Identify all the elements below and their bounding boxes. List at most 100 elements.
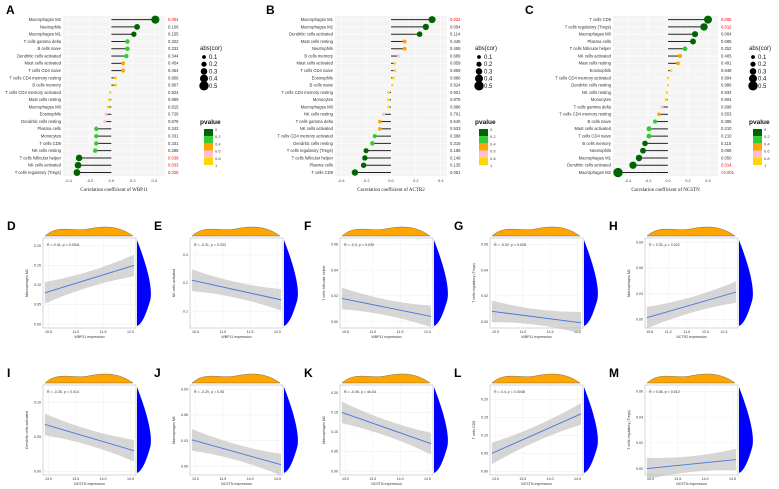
lollipop-dot <box>381 112 386 116</box>
panel-label: C <box>525 3 534 17</box>
lollipop-dot <box>74 161 82 169</box>
p-value: 0.806 <box>168 75 179 80</box>
p-value: 0.368 <box>450 134 461 139</box>
color-legend-label: 0.8 <box>490 156 496 161</box>
p-value: 0.924 <box>450 83 461 88</box>
x-axis-title: NCSTN expression <box>74 482 105 486</box>
p-value: 0.454 <box>168 61 179 66</box>
cell-type-label: Mast cells resting <box>579 61 612 66</box>
lollipop-dot <box>690 38 696 45</box>
p-value: 0.405 <box>721 53 732 58</box>
lollipop-dot <box>134 24 140 30</box>
lollipop-dot <box>387 105 390 109</box>
cell-type-label: Monocytes <box>41 134 61 139</box>
right-density-curve <box>137 387 151 473</box>
y-axis-title: Macrophages M1 <box>172 416 176 444</box>
lollipop-dot <box>664 98 668 102</box>
x-tick-label: 11.0 <box>519 330 526 334</box>
x-tick-label: 0.0 <box>388 178 394 183</box>
lollipop-dot <box>387 98 390 102</box>
size-legend-dot <box>749 74 757 83</box>
x-axis-title: WBP11 expression <box>371 335 401 339</box>
lollipop-dot <box>131 31 137 37</box>
right-density-curve <box>434 387 448 473</box>
lollipop-dot <box>666 83 670 87</box>
x-tick-label: 11.0 <box>219 330 226 334</box>
size-legend-dot <box>750 61 756 67</box>
p-value: 0.886 <box>450 104 461 109</box>
cell-type-label: Macrophages M2 <box>301 24 334 29</box>
correlation-stat: R = -0.32, p = 0.028 <box>494 243 526 247</box>
right-density-curve <box>584 387 598 473</box>
right-density-curve <box>284 387 298 473</box>
y-tick-label: 0.05 <box>34 303 41 307</box>
color-legend-swatch <box>479 143 488 151</box>
x-tick-label: 14.0 <box>247 477 254 481</box>
panel-label: D <box>7 219 16 233</box>
lollipop-dot <box>682 46 688 52</box>
cell-type-label: Macrophages M1 <box>301 17 334 22</box>
lollipop-dot <box>125 46 130 52</box>
right-density-curve <box>739 240 753 326</box>
size-legend-label: 0.1 <box>758 55 767 61</box>
cell-type-label: T cells CD4 naive <box>300 68 333 73</box>
x-axis-title: NCSTN expression <box>676 482 707 486</box>
right-density-curve <box>434 240 448 326</box>
color-legend-label: 1 <box>215 163 218 168</box>
color-legend-label: 1 <box>490 163 493 168</box>
lollipop-dot <box>363 148 369 154</box>
scatter-panel-D: D 10.5 11.0 11.5 12.0 0.00 0.05 0.10 0.15 0.20 R =… <box>7 219 151 339</box>
x-tick-label: 14.0 <box>547 477 554 481</box>
scatter-panel-K: K 13.0 13.5 14.0 14.5 0.00 0.05 0.10 0.15 0.20 R =… <box>304 366 448 486</box>
panel-label: K <box>304 366 313 380</box>
x-axis-title: ACTR2 expression <box>676 335 706 339</box>
size-legend-label: 0.3 <box>484 69 493 75</box>
y-tick-label: 0.06 <box>636 390 643 394</box>
x-tick-label: 13.0 <box>342 477 349 481</box>
lollipop-dot <box>640 147 646 154</box>
lollipop-dot <box>646 126 652 132</box>
x-tick-label: 13.0 <box>492 477 499 481</box>
color-legend-swatch <box>753 143 762 151</box>
cell-type-label: Macrophages M0 <box>579 32 612 37</box>
cell-type-label: Mast cells resting <box>301 39 334 44</box>
p-value: 0.889 <box>168 97 179 102</box>
cell-type-label: Dendritic cells activated <box>289 32 334 37</box>
y-axis-title: NK cells activated <box>172 269 176 298</box>
x-tick-label: 11.5 <box>547 330 554 334</box>
regression-line <box>191 439 282 466</box>
p-value: 0.343 <box>168 126 179 131</box>
x-tick-label: 14.5 <box>424 477 431 481</box>
panel-label: A <box>6 3 15 17</box>
cell-type-label: Mast cells activated <box>296 61 333 66</box>
p-value: 0.994 <box>721 75 732 80</box>
y-tick-label: 0.02 <box>636 441 643 445</box>
p-value: 0.859 <box>450 68 461 73</box>
panel-label: F <box>304 219 311 233</box>
correlation-stat: R = -0.31, p = 0.033 <box>194 243 226 247</box>
y-tick-label: 0.10 <box>331 430 338 434</box>
cell-type-label: Dendritic cells activated <box>567 163 612 168</box>
p-value: 0.331 <box>168 134 179 139</box>
scatter-panel-G: G10.511.011.512.00.000.020.040.06R = -0.… <box>454 219 598 339</box>
y-tick-label: 0.00 <box>34 322 41 326</box>
correlation-stat: R = -0.49, p = 4e-04 <box>344 390 376 394</box>
p-value: 0.039 <box>168 155 179 160</box>
top-density-curve <box>646 226 736 237</box>
cell-type-label: Monocytes <box>591 97 611 102</box>
y-tick-label: 0.05 <box>331 450 338 454</box>
y-tick-label: 0.10 <box>34 401 41 405</box>
panel-label: H <box>609 219 618 233</box>
y-tick-label: 0.03 <box>636 292 643 296</box>
y-axis-title: Macrophages M2 <box>25 269 29 297</box>
x-tick-label: 13.5 <box>519 477 526 481</box>
y-axis-title: Macrophages M1 <box>627 269 631 297</box>
p-value: 0.726 <box>168 112 179 117</box>
cell-type-label: T cells gamma delta <box>296 119 334 124</box>
p-value: 0.115 <box>721 141 732 146</box>
regression-line <box>44 424 135 452</box>
x-tick-label: -0.2 <box>363 178 371 183</box>
panel-label: G <box>454 219 463 233</box>
color-legend-swatch <box>204 150 213 158</box>
p-value: 0.454 <box>168 68 179 73</box>
